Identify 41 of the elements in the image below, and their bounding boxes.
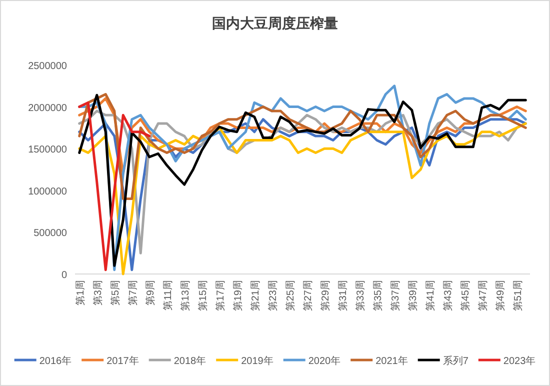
legend-label: 2023年	[503, 356, 536, 367]
xtick: 第25周	[285, 280, 296, 312]
xtick: 第49周	[495, 280, 506, 312]
xtick: 第41周	[425, 280, 436, 312]
xtick: 第9周	[145, 280, 156, 306]
xtick: 第47周	[478, 280, 489, 312]
ytick: 1000000	[28, 186, 67, 198]
legend-label: 2021年	[376, 356, 408, 367]
xtick: 第45周	[460, 280, 472, 312]
xtick: 第7周	[128, 280, 139, 306]
legend-label: 2020年	[308, 356, 341, 367]
xtick: 第31周	[338, 280, 349, 312]
legend-label: 2017年	[106, 356, 139, 367]
xtick: 第29周	[320, 280, 332, 312]
xtick: 第13周	[180, 280, 192, 312]
xtick: 第35周	[372, 280, 384, 312]
ytick: 1500000	[28, 144, 67, 156]
xtick: 第3周	[92, 280, 104, 306]
xtick: 第1周	[75, 280, 86, 306]
legend-label: 2016年	[39, 356, 72, 367]
xtick: 第27周	[302, 280, 314, 312]
xtick: 第11周	[162, 280, 174, 310]
legend-label: 2018年	[174, 356, 206, 367]
ytick: 0	[61, 270, 67, 281]
xtick: 第21周	[250, 280, 262, 312]
legend-label: 2019年	[241, 356, 274, 367]
xtick: 第19周	[232, 280, 244, 312]
xtick: 第15周	[198, 280, 209, 312]
xtick: 第5周	[110, 280, 122, 306]
xtick: 第51周	[512, 280, 524, 312]
xtick: 第17周	[215, 280, 226, 312]
title: 国内大豆周度压榨量	[212, 15, 338, 31]
legend-label: 系列7	[442, 356, 468, 367]
ytick: 2000000	[28, 102, 67, 114]
xtick: 第23周	[268, 280, 279, 312]
ytick: 500000	[34, 228, 67, 240]
xtick: 第39周	[408, 280, 419, 312]
xtick: 第43周	[442, 280, 454, 312]
xtick: 第33周	[355, 280, 366, 312]
ytick: 2500000	[28, 61, 67, 72]
xtick: 第37周	[390, 280, 402, 312]
